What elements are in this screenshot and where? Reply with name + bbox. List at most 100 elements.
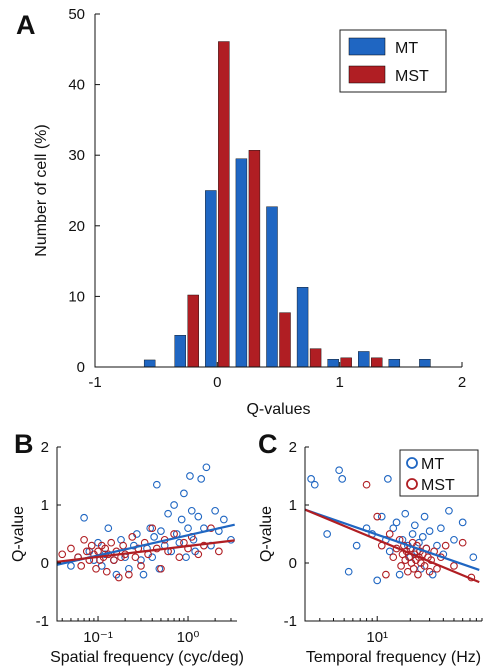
point-mt [420,512,429,521]
bar-mst-7 [340,357,352,368]
point-mt [418,533,427,541]
x-axis-label: Spatial frequency (cyc/deg) [50,649,244,666]
x-tick-label: 2 [458,374,466,391]
legend-label-mt: MT [395,40,418,57]
point-mt [170,501,178,509]
point-mt [352,541,361,550]
point-mst [425,567,434,576]
point-mt [177,515,186,524]
legend-swatch-mt [348,37,386,56]
point-mst [450,562,458,570]
point-mst [114,573,123,582]
point-mt [152,480,161,489]
point-mt [410,521,419,530]
bar-mt-7 [327,359,339,368]
point-mt [437,524,445,533]
y-axis-label: Number of cell (%) [33,124,50,256]
point-mst [194,550,203,559]
bar-mt-3 [205,190,217,368]
point-mt [194,512,203,521]
point-mst [148,524,157,533]
point-mt [187,506,196,515]
legend-label-mt: MT [421,456,444,473]
point-mt [458,518,467,527]
point-mt [307,475,315,483]
point-mst [107,538,116,547]
x-axis-label: Q-values [246,401,310,418]
point-mt [408,530,417,538]
point-mst [131,553,140,562]
point-mst [458,538,467,547]
point-mst [403,567,412,576]
temporal-fit-lines [304,508,480,584]
point-mst [362,480,371,489]
point-mst [441,541,450,550]
point-mt [197,475,206,483]
point-mt [335,466,343,475]
point-mst [87,541,96,550]
bar-mst-5 [279,312,291,368]
y-axis-label: Q-value [10,506,27,562]
spatial-fit-lines [56,523,235,566]
point-mst [215,547,223,556]
point-mt [157,527,165,535]
y-tick-label: 1 [41,497,49,514]
point-mt [125,564,133,573]
legend-marker-mt [406,457,418,469]
point-mt [377,512,386,521]
bar-mst-2 [187,294,199,368]
point-mst [92,564,100,573]
point-mst [80,535,88,544]
point-mt [80,513,88,522]
point-mst [414,570,422,579]
bar-mst-8 [371,357,383,368]
point-mst [101,544,110,553]
point-mt [219,515,228,524]
point-mst [409,564,418,573]
point-mt [385,547,394,556]
panel-label-b: B [14,429,34,459]
bar-mt-2 [174,335,186,368]
point-mt [202,463,211,472]
temporal-tick-labels: -1 0 1 2 10¹ [284,439,388,646]
point-mst [137,562,145,570]
bar-mst-4 [248,150,261,368]
legend: MT MST [399,449,479,497]
point-mt [323,530,331,538]
point-mt [182,553,190,562]
y-tick-label: 20 [68,218,85,235]
point-mst [128,533,137,541]
point-mt [373,576,382,585]
y-tick-label: 1 [289,497,297,514]
fit-line-mst [56,539,235,563]
point-mst [175,553,184,562]
point-mst [125,570,133,579]
point-mt [164,509,172,518]
point-mst [119,541,127,550]
x-tick-label: -1 [88,374,101,391]
spatial-tick-labels: -1 0 1 2 10⁻¹ 10⁰ [36,439,200,646]
histogram-bars [143,41,431,368]
point-mst [102,567,111,576]
point-mst [397,562,405,570]
point-mt [150,533,158,541]
bar-mt-6 [296,287,309,368]
point-mt [469,553,478,562]
point-mst [373,512,382,521]
point-mt [67,562,75,570]
y-tick-label: 0 [289,555,297,572]
x-tick-label: 10¹ [366,629,388,646]
temporal-scatter-panel: -1 0 1 2 10¹ Temporal frequency (Hz) Q-value… [258,439,483,666]
bar-mt-4 [235,158,248,368]
point-mt [425,527,434,535]
point-mst [385,530,394,538]
point-mt [139,570,148,579]
fit-line-mt [304,508,480,571]
bar-mt-1 [143,359,156,368]
y-tick-label: 50 [68,6,85,23]
point-mst [67,544,75,553]
y-tick-label: 0 [77,359,85,376]
panel-label-a: A [16,10,36,40]
